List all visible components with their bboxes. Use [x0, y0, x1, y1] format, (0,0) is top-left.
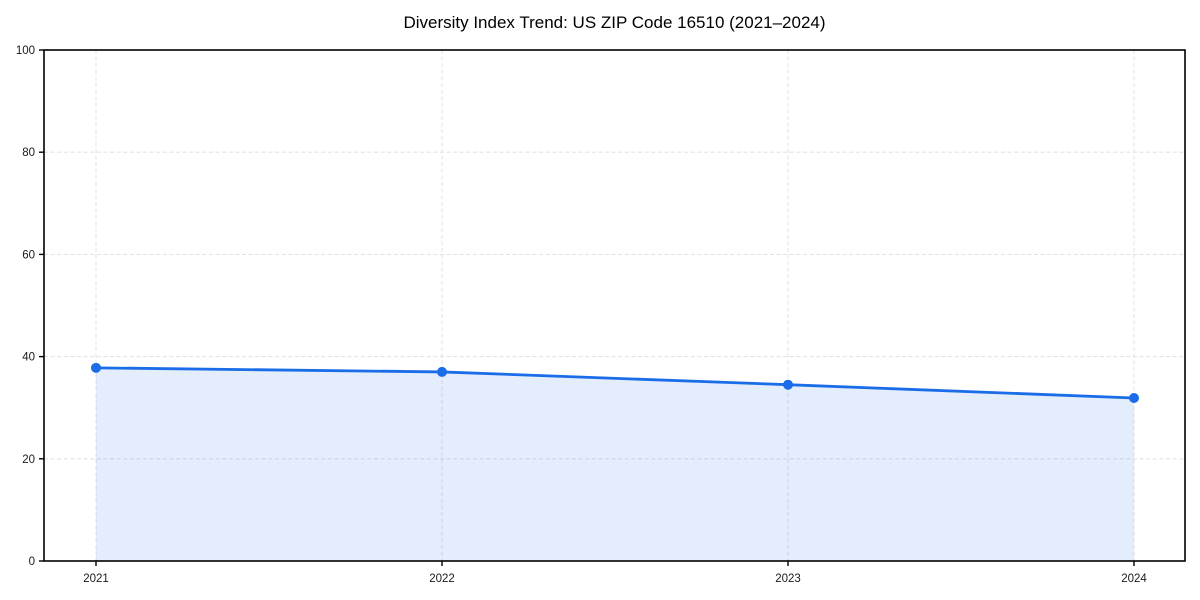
area-fill	[96, 367, 1134, 561]
y-tick-label: 60	[22, 249, 35, 261]
data-point-marker	[437, 366, 447, 377]
y-tick-label: 100	[16, 45, 35, 57]
y-tick-label: 20	[22, 454, 35, 466]
x-tick-label: 2024	[1121, 573, 1147, 585]
y-tick-label: 80	[22, 147, 35, 159]
x-tick-label: 2022	[429, 573, 455, 585]
y-tick-label: 0	[29, 556, 35, 568]
x-tick-label: 2023	[775, 573, 801, 585]
chart-title: Diversity Index Trend: US ZIP Code 16510…	[403, 13, 826, 32]
x-tick-label: 2021	[83, 573, 109, 585]
data-point-marker	[91, 362, 101, 373]
data-point-marker	[1129, 392, 1139, 403]
y-tick-label: 40	[22, 352, 35, 364]
plot-border	[43, 49, 1186, 562]
data-point-marker	[783, 379, 793, 390]
trend-line	[94, 366, 1136, 400]
